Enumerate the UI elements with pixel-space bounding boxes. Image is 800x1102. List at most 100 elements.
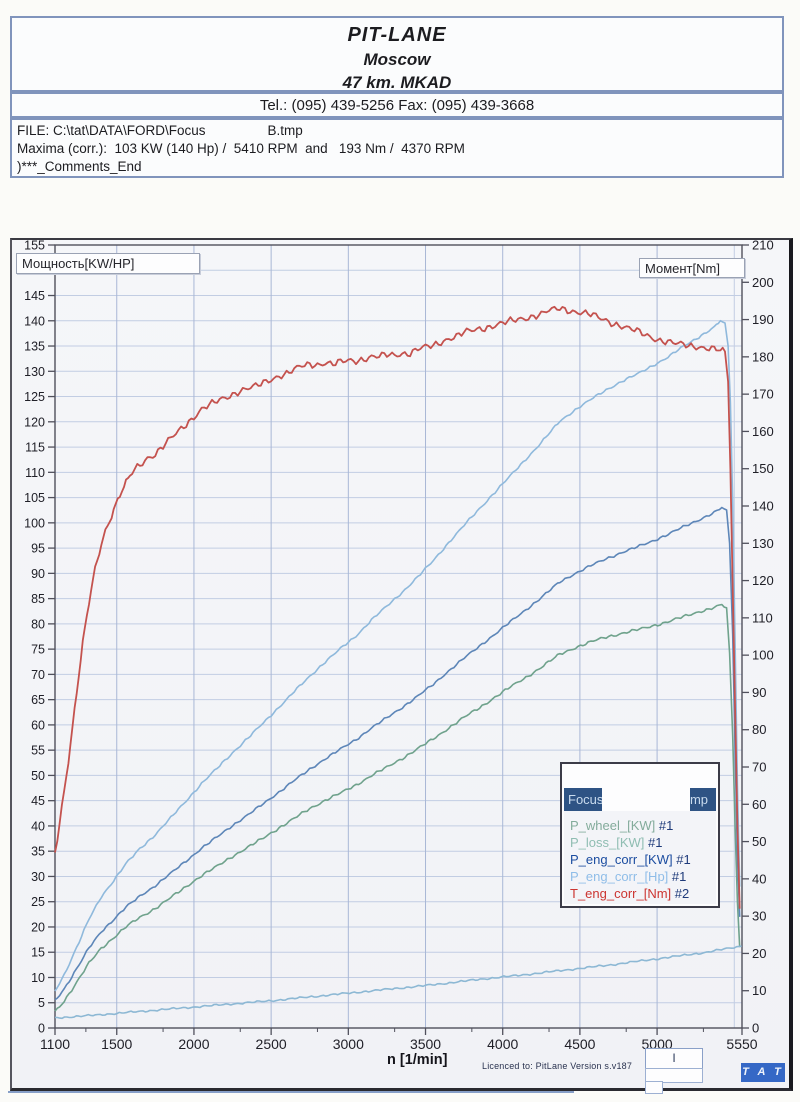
left-tick-label: 55	[31, 744, 45, 758]
right-tick-label: 110	[752, 610, 773, 625]
left-tick-label: 25	[31, 895, 45, 909]
left-tick-label: 45	[31, 794, 45, 808]
right-tick-label: 90	[752, 685, 766, 700]
file-extension: B.tmp	[267, 123, 303, 138]
series-P_eng_corr_[Hp] #1	[54, 319, 741, 992]
left-axis-label-box: Мощность[KW/HP]	[16, 253, 200, 274]
right-tick-label: 170	[752, 387, 774, 402]
left-tick-label: 75	[31, 643, 45, 657]
left-tick-label: 65	[31, 693, 45, 707]
right-axis-label-box: Момент[Nm]	[639, 258, 745, 278]
legend-item-name: P_loss_[KW]	[570, 835, 649, 850]
right-tick-label: 200	[752, 275, 774, 290]
series-P_eng_corr_[KW] #1	[54, 506, 741, 1001]
right-tick-label: 140	[752, 499, 774, 514]
left-tick-label: 90	[31, 567, 45, 581]
tel-fax-line: Tel.: (095) 439-5256 Fax: (095) 439-3668	[259, 97, 535, 114]
file-path-redaction	[206, 122, 268, 140]
scrollbar-track	[645, 1068, 703, 1083]
left-tick-label: 70	[31, 668, 45, 682]
left-tick-label: 110	[25, 466, 45, 480]
legend-item: P_eng_corr_[Hp] #1	[564, 868, 716, 885]
right-tick-label: 10	[752, 983, 766, 998]
legend-title-filename: Focus	[568, 792, 604, 807]
right-tick-label: 180	[752, 349, 774, 364]
right-tick-label: 190	[752, 312, 774, 327]
left-tick-label: 10	[31, 971, 45, 985]
right-tick-label: 20	[752, 946, 766, 961]
file-path: FILE: C:\tat\DATA\FORD\Focus	[17, 123, 206, 138]
left-tick-label: 130	[24, 365, 45, 379]
scan-artifact-line	[8, 1091, 574, 1093]
x-tick-label: 2500	[256, 1036, 287, 1052]
left-tick-label: 15	[31, 946, 45, 960]
legend-item-name: P_wheel_[KW]	[570, 818, 659, 833]
legend-title-extension: tmp	[686, 792, 708, 807]
left-tick-label: 80	[31, 617, 45, 631]
license-note: Licenced to: PitLane Version s.v187	[482, 1061, 633, 1071]
x-tick-label: 1500	[101, 1036, 132, 1052]
x-axis-title: n [1/min]	[387, 1052, 448, 1068]
company-address: 47 km. MKAD	[342, 73, 452, 92]
right-tick-label: 50	[752, 834, 766, 849]
right-tick-label: 150	[752, 461, 774, 476]
left-tick-label: 5	[38, 996, 45, 1010]
header-contact-box: Tel.: (095) 439-5256 Fax: (095) 439-3668	[10, 92, 784, 118]
right-tick-label: 100	[752, 648, 774, 663]
right-tick-label: 120	[752, 573, 774, 588]
legend-body: P_wheel_[KW] #1 P_loss_[KW] #1 P_eng_corr_…	[564, 811, 716, 904]
left-axis-label: Мощность[KW/HP]	[22, 256, 135, 271]
series-P_loss_[KW] #1	[54, 945, 742, 1020]
header-title-box: PIT-LANE Moscow 47 km. MKAD	[10, 16, 784, 92]
x-tick-label: 1100	[40, 1036, 70, 1052]
legend-item-axis-number: #1	[671, 869, 687, 884]
right-tick-label: 30	[752, 909, 766, 924]
company-city: Moscow	[363, 50, 431, 69]
legend-item: P_loss_[KW] #1	[564, 834, 716, 851]
left-tick-label: 60	[31, 718, 45, 732]
legend-item-axis-number: #1	[658, 818, 674, 833]
series-T_eng_corr_[Nm] #2	[54, 305, 741, 909]
x-tick-label: 3000	[333, 1036, 364, 1052]
x-tick-label: 5550	[726, 1036, 757, 1052]
file-path-row: FILE: C:\tat\DATA\FORD\Focus B.tmp	[17, 122, 782, 140]
left-tick-label: 105	[24, 491, 45, 505]
left-tick-label: 155	[24, 240, 45, 253]
legend-window: Focus tmp P_wheel_[KW] #1 P_loss_[KW] #1 P…	[560, 762, 720, 908]
left-tick-label: 35	[31, 845, 45, 859]
scrollbar-widget: I	[645, 1048, 703, 1094]
x-tick-label: 4000	[487, 1036, 518, 1052]
legend-item: P_eng_corr_[KW] #1	[564, 851, 716, 868]
left-tick-label: 85	[31, 592, 45, 606]
comments-end-line: )***_Comments_End	[17, 159, 142, 174]
tat-logo: T A T	[741, 1063, 785, 1082]
legend-item-name: P_eng_corr_[Hp]	[570, 869, 672, 884]
left-tick-label: 140	[24, 314, 45, 328]
maxima-line: Maxima (corr.): 103 KW (140 Hp) / 5410 R…	[17, 141, 465, 156]
x-tick-label: 3500	[410, 1036, 441, 1052]
right-tick-label: 0	[752, 1021, 759, 1036]
right-tick-label: 210	[752, 240, 774, 253]
x-tick-label: 2000	[178, 1036, 209, 1052]
left-tick-label: 30	[31, 870, 45, 884]
right-tick-label: 60	[752, 797, 766, 812]
right-axis-label: Момент[Nm]	[645, 261, 720, 276]
dyno-chart: 0 5 10 15 20 25 30 35 40 45 50 55 60 65 70 75 80 85 90 95 10…	[10, 238, 793, 1094]
left-tick-label: 0	[38, 1022, 45, 1036]
left-tick-label: 95	[31, 542, 45, 556]
company-name: PIT-LANE	[347, 24, 447, 46]
left-tick-label: 20	[31, 920, 45, 934]
right-tick-label: 70	[752, 760, 766, 775]
legend-item-name: P_eng_corr_[KW]	[570, 852, 677, 867]
left-tick-label: 125	[24, 390, 45, 404]
left-tick-label: 40	[31, 819, 45, 833]
legend-item-name: T_eng_corr_[Nm]	[570, 886, 675, 901]
right-tick-label: 40	[752, 871, 766, 886]
legend-item: T_eng_corr_[Nm] #2	[564, 885, 716, 902]
left-tick-label: 120	[24, 415, 45, 429]
plot-svg: 0 5 10 15 20 25 30 35 40 45 50 55 60 65 70 75 80 85 90 95 10…	[24, 240, 774, 1052]
left-tick-label: 50	[31, 769, 45, 783]
left-tick-label: 145	[24, 289, 45, 303]
legend-item-axis-number: #1	[676, 852, 691, 867]
